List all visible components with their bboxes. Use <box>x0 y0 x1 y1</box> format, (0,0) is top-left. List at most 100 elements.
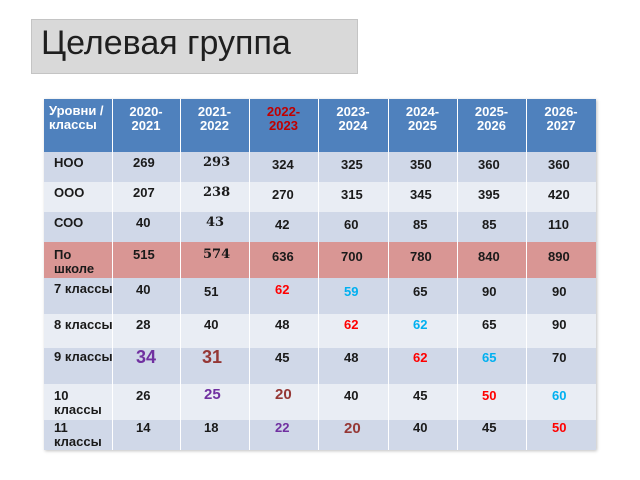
column-divider <box>249 99 250 450</box>
row-band-total <box>44 242 596 278</box>
column-divider <box>112 99 113 450</box>
row-label-7: 7 классы <box>54 281 113 296</box>
row-label-10: 10 классы <box>54 388 102 417</box>
table-cell: 574 <box>203 247 231 262</box>
table-cell: 48 <box>344 350 359 365</box>
column-divider <box>388 99 389 450</box>
row-band-8 <box>44 314 596 348</box>
table-cell: 45 <box>275 350 290 365</box>
table-cell: 26 <box>136 388 151 403</box>
table-cell: 238 <box>203 185 231 200</box>
header-year-2022: 2022-2023 <box>266 104 301 133</box>
page-title: Целевая группа <box>41 24 291 62</box>
column-divider <box>318 99 319 450</box>
table-cell: 90 <box>552 284 567 299</box>
table-cell: 51 <box>204 284 219 299</box>
table-cell: 315 <box>341 187 363 202</box>
table-cell: 40 <box>204 317 219 332</box>
header-year-2021: 2021-2022 <box>197 104 232 133</box>
row-band-11 <box>44 420 596 450</box>
table-cell: 40 <box>344 388 359 403</box>
target-group-table: Уровни / классы 2020-2021 2021-2022 2022… <box>44 99 596 450</box>
header-year-2020: 2020-2021 <box>129 104 163 133</box>
table-cell: 62 <box>413 350 428 365</box>
table-cell: 59 <box>344 284 359 299</box>
table-cell: 515 <box>133 247 155 262</box>
table-cell: 40 <box>413 420 428 435</box>
table-cell: 62 <box>344 317 359 332</box>
table-cell: 636 <box>272 249 294 264</box>
table-cell: 110 <box>548 217 569 232</box>
table-cell: 45 <box>413 388 428 403</box>
table-cell: 90 <box>552 317 567 332</box>
table-cell: 20 <box>275 386 292 403</box>
header-band <box>44 99 596 152</box>
row-label-9: 9 классы <box>54 349 113 364</box>
table-cell: 270 <box>272 187 294 202</box>
header-year-2024: 2024-2025 <box>405 104 440 133</box>
table-cell: 28 <box>136 317 151 332</box>
row-label-total: По школе <box>54 247 95 276</box>
column-divider <box>526 99 527 450</box>
table-cell: 293 <box>203 155 231 170</box>
table-cell: 85 <box>413 217 428 232</box>
table-cell: 40 <box>136 215 151 230</box>
table-cell: 360 <box>478 157 500 172</box>
row-band-soo <box>44 212 596 242</box>
table-cell: 22 <box>275 420 290 435</box>
table-cell: 395 <box>478 187 500 202</box>
table-cell: 20 <box>344 420 361 437</box>
table-cell: 50 <box>552 420 567 435</box>
table-cell: 350 <box>410 157 432 172</box>
row-label-ooo: ООО <box>54 185 85 200</box>
row-label-noo: НОО <box>54 155 84 170</box>
table-cell: 65 <box>482 317 497 332</box>
table-cell: 420 <box>548 187 570 202</box>
table-cell: 40 <box>136 282 151 297</box>
table-cell: 890 <box>548 249 570 264</box>
table-cell: 43 <box>206 215 225 230</box>
table-cell: 85 <box>482 217 497 232</box>
table-cell: 90 <box>482 284 497 299</box>
table-cell: 325 <box>341 157 363 172</box>
table-cell: 780 <box>410 249 432 264</box>
row-band-noo <box>44 152 596 182</box>
table-cell: 14 <box>136 420 151 435</box>
table-cell: 34 <box>136 347 157 367</box>
table-cell: 45 <box>482 420 497 435</box>
table-cell: 345 <box>410 187 432 202</box>
row-label-11: 11 классы <box>54 420 102 449</box>
row-label-8: 8 классы <box>54 317 113 332</box>
table-cell: 62 <box>413 317 428 332</box>
table-cell: 65 <box>482 350 497 365</box>
table-cell: 25 <box>204 386 221 403</box>
table-cell: 840 <box>478 249 500 264</box>
table-cell: 65 <box>413 284 428 299</box>
table-cell: 207 <box>133 185 155 200</box>
table-cell: 360 <box>548 157 570 172</box>
column-divider <box>180 99 181 450</box>
table-cell: 269 <box>133 155 155 170</box>
header-year-2025: 2025-2026 <box>474 104 509 133</box>
table-cell: 324 <box>272 157 294 172</box>
row-label-soo: СОО <box>54 215 84 230</box>
row-band-7 <box>44 278 596 314</box>
table-cell: 70 <box>552 350 567 365</box>
table-cell: 42 <box>275 217 290 232</box>
header-year-2023: 2023-2024 <box>336 104 370 133</box>
row-band-9 <box>44 348 596 384</box>
table-cell: 60 <box>552 388 567 403</box>
table-cell: 18 <box>204 420 219 435</box>
table-cell: 31 <box>202 347 223 367</box>
table-cell: 700 <box>341 249 363 264</box>
header-year-2026: 2026-2027 <box>544 104 578 133</box>
table-cell: 62 <box>275 282 290 297</box>
table-cell: 50 <box>482 388 497 403</box>
row-band-10 <box>44 384 596 420</box>
title-box: Целевая группа <box>31 19 358 74</box>
header-levels: Уровни / классы <box>49 103 104 132</box>
table-cell: 60 <box>344 217 359 232</box>
column-divider <box>457 99 458 450</box>
row-band-ooo <box>44 182 596 212</box>
table-cell: 48 <box>275 317 290 332</box>
